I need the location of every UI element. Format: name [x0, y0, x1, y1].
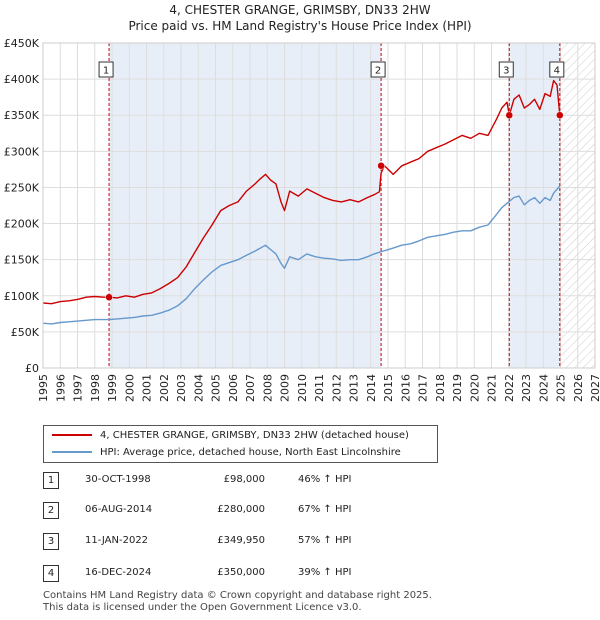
transaction-badge-label: 2	[375, 66, 381, 77]
row-number-badge: 1	[43, 472, 59, 489]
price-series-line	[42, 79, 561, 305]
x-tick-label: 2001	[141, 374, 154, 402]
transaction-badge-label: 4	[554, 66, 560, 77]
y-tick-label: £0	[25, 362, 39, 375]
x-tick-label: 2013	[348, 374, 361, 402]
x-tick-label: 2009	[279, 374, 292, 402]
x-tick-label: 2027	[589, 374, 600, 402]
x-tick-label: 2004	[192, 374, 205, 402]
x-tick-label: 2014	[365, 374, 378, 402]
x-tick-label: 2018	[434, 374, 447, 402]
x-tick-label: 2016	[399, 374, 412, 402]
footer-line-licence: This data is licensed under the Open Gov…	[43, 602, 362, 613]
x-tick-label: 2020	[468, 374, 481, 402]
row-price: £349,950	[217, 535, 265, 546]
y-tick-label: £300K	[4, 145, 40, 158]
y-tick-label: £50K	[11, 326, 40, 339]
chart-title: 4, CHESTER GRANGE, GRIMSBY, DN33 2HW	[169, 3, 431, 17]
row-date: 30-OCT-1998	[85, 474, 151, 485]
x-tick-label: 2019	[451, 374, 464, 402]
x-tick-label: 2007	[244, 374, 257, 402]
ownership-shade	[509, 43, 560, 368]
row-date: 16-DEC-2024	[85, 567, 152, 578]
x-tick-label: 2006	[227, 374, 240, 402]
x-tick-label: 2025	[555, 374, 568, 402]
transaction-badge	[370, 61, 386, 78]
x-tick-label: 1999	[106, 374, 119, 402]
legend-label-hpi: HPI: Average price, detached house, Nort…	[100, 446, 401, 458]
table-row: 2 06-AUG-2014 £280,000 67% ↑ HPI	[43, 502, 463, 520]
legend-item-hpi: HPI: Average price, detached house, Nort…	[52, 444, 401, 460]
x-tick-label: 1996	[54, 374, 67, 402]
y-tick-label: £200K	[4, 218, 40, 231]
transaction-badge-label: 3	[503, 66, 509, 77]
x-tick-label: 2008	[261, 374, 274, 402]
y-tick-label: £350K	[4, 109, 40, 122]
x-tick-label: 2010	[296, 374, 309, 402]
legend-item-price: 4, CHESTER GRANGE, GRIMSBY, DN33 2HW (de…	[52, 427, 409, 443]
x-tick-label: 2003	[175, 374, 188, 402]
x-tick-label: 2022	[503, 374, 516, 402]
y-tick-label: £250K	[4, 181, 40, 194]
row-date: 11-JAN-2022	[85, 535, 149, 546]
x-tick-label: 2012	[330, 374, 343, 402]
transaction-point	[505, 111, 514, 120]
row-hpi-change: 67% ↑ HPI	[298, 504, 352, 515]
legend-swatch-hpi	[52, 451, 92, 453]
chart-area: 1 2 3 4 £0 £50K £100K £150K £200K £250K £300K £350…	[4, 37, 600, 402]
row-number-badge: 3	[43, 533, 59, 550]
table-row: 3 11-JAN-2022 £349,950 57% ↑ HPI	[43, 533, 463, 551]
x-tick-label: 1997	[72, 374, 85, 402]
legend-swatch-price	[52, 434, 92, 436]
row-number-badge: 4	[43, 565, 59, 582]
chart-legend: 4, CHESTER GRANGE, GRIMSBY, DN33 2HW (de…	[43, 425, 438, 463]
x-tick-label: 2000	[123, 374, 136, 402]
x-tick-label: 1995	[37, 374, 50, 402]
x-tick-label: 1998	[89, 374, 102, 402]
y-tick-label: £150K	[4, 254, 40, 267]
transaction-point	[377, 162, 385, 170]
transaction-badge	[498, 61, 514, 78]
x-tick-label: 2011	[313, 374, 326, 402]
y-tick-label: £400K	[4, 73, 40, 86]
row-number-badge: 2	[43, 502, 59, 519]
x-tick-label: 2005	[210, 374, 223, 402]
row-hpi-change: 46% ↑ HPI	[298, 474, 352, 485]
footer-attribution: Contains HM Land Registry data © Crown c…	[43, 590, 432, 614]
row-price: £280,000	[217, 504, 265, 515]
table-row: 4 16-DEC-2024 £350,000 39% ↑ HPI	[43, 565, 463, 583]
transaction-point	[556, 111, 564, 119]
footer-line-copyright: Contains HM Land Registry data © Crown c…	[43, 590, 432, 601]
y-tick-label: £450K	[4, 37, 40, 50]
x-tick-label: 2024	[537, 374, 550, 402]
x-tick-label: 2021	[486, 374, 499, 402]
transaction-badge	[98, 61, 114, 78]
x-tick-label: 2017	[417, 374, 430, 402]
x-tick-label: 2002	[158, 374, 171, 402]
row-price: £98,000	[223, 474, 265, 485]
transaction-badge	[549, 61, 565, 78]
plot-border	[42, 42, 596, 369]
table-row: 1 30-OCT-1998 £98,000 46% ↑ HPI	[43, 472, 463, 490]
row-hpi-change: 57% ↑ HPI	[298, 535, 352, 546]
y-tick-label: £100K	[4, 290, 40, 303]
legend-label-price: 4, CHESTER GRANGE, GRIMSBY, DN33 2HW (de…	[100, 429, 409, 441]
x-tick-label: 2015	[382, 374, 395, 402]
hpi-series-line	[42, 185, 561, 325]
chart-subtitle: Price paid vs. HM Land Registry's House …	[128, 19, 472, 33]
transaction-point	[105, 293, 113, 301]
row-price: £350,000	[217, 567, 265, 578]
transaction-badge-label: 1	[103, 66, 109, 77]
row-date: 06-AUG-2014	[85, 504, 153, 515]
row-hpi-change: 39% ↑ HPI	[298, 567, 352, 578]
ownership-shade	[109, 43, 382, 368]
x-tick-label: 2026	[572, 374, 585, 402]
x-tick-label: 2023	[520, 374, 533, 402]
